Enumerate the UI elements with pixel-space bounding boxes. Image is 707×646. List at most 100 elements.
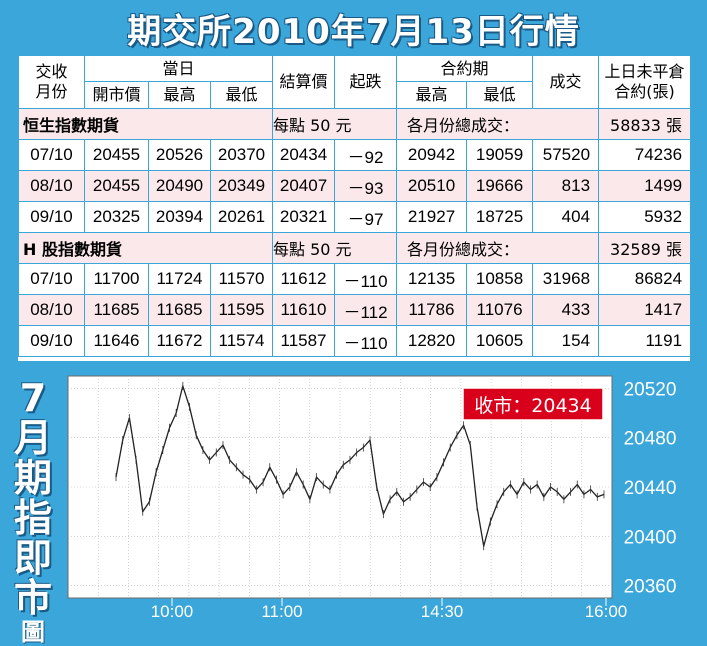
chart-series bbox=[115, 381, 605, 551]
x-tick-label: 16:00 bbox=[585, 602, 628, 621]
header-change: 起跌 bbox=[334, 55, 398, 109]
cell-open: 20455 bbox=[84, 170, 149, 202]
y-tick-label: 20440 bbox=[624, 478, 677, 499]
cell-cp-high: 12820 bbox=[396, 325, 468, 357]
side-label-char: 指 bbox=[13, 496, 52, 540]
close-label: 收市：20434 bbox=[474, 395, 591, 417]
intraday-chart: 20520 20480 20440 20400 20360 10:00 11:00 14:3… bbox=[67, 375, 677, 621]
page-title: 期交所2010年7月13日行情 bbox=[127, 12, 580, 52]
y-axis-ticks: 20520 20480 20440 20400 20360 bbox=[624, 379, 677, 597]
cell-settle: 20407 bbox=[272, 170, 336, 202]
cell-high: 20394 bbox=[148, 201, 211, 233]
side-label-month-number: 7 bbox=[19, 376, 47, 420]
table-row: 08/10 11685 11685 11595 11610 －112 11786… bbox=[18, 294, 692, 326]
header-open: 開市價 bbox=[84, 81, 149, 109]
title-banner: 期交所2010年7月13日行情 bbox=[0, 0, 707, 52]
futures-table: 交收 月份 當日 結算價 起跌 合約期 成交 上日未平倉 合約(張) 開市價 最高 … bbox=[17, 55, 692, 357]
cell-open-interest: 1191 bbox=[598, 325, 692, 357]
cell-cp-high: 12135 bbox=[396, 263, 468, 295]
cell-cp-low: 11076 bbox=[466, 294, 534, 326]
cell-month: 09/10 bbox=[18, 201, 85, 233]
cell-change: －110 bbox=[334, 325, 398, 357]
cell-high: 20490 bbox=[148, 170, 211, 202]
header-contract-period: 合約期 bbox=[396, 55, 534, 82]
cell-volume: 31968 bbox=[532, 263, 600, 295]
cell-change: －92 bbox=[334, 139, 398, 171]
section-total-label: 各月份總成交： bbox=[396, 108, 600, 140]
cell-change: －112 bbox=[334, 294, 398, 326]
section-per-point: 每點 50 元 bbox=[272, 232, 398, 264]
section-name: H 股指數期貨 bbox=[17, 232, 274, 264]
header-cp-high: 最高 bbox=[396, 81, 468, 109]
close-badge-background bbox=[462, 387, 604, 421]
cell-high: 11724 bbox=[148, 263, 211, 295]
header-month: 交收 月份 bbox=[18, 55, 85, 109]
cell-open: 20325 bbox=[84, 201, 149, 233]
cell-open-interest: 1499 bbox=[598, 170, 692, 202]
cell-settle: 20321 bbox=[272, 201, 336, 233]
header-row-1: 交收 月份 當日 結算價 起跌 合約期 成交 上日未平倉 合約(張) bbox=[18, 55, 692, 109]
header-today: 當日 bbox=[83, 55, 274, 82]
x-axis-ticks: 10:00 11:00 14:30 16:00 bbox=[151, 598, 628, 621]
y-tick-label: 20520 bbox=[624, 379, 677, 400]
cell-settle: 11587 bbox=[272, 325, 336, 357]
cell-high: 11685 bbox=[148, 294, 211, 326]
cell-low: 11574 bbox=[209, 325, 274, 357]
cell-change: －97 bbox=[334, 201, 398, 233]
header-low: 最低 bbox=[209, 81, 274, 109]
cell-open-interest: 1417 bbox=[598, 294, 692, 326]
x-tick-label: 11:00 bbox=[261, 602, 302, 621]
futures-table-panel: 交收 月份 當日 結算價 起跌 合約期 成交 上日未平倉 合約(張) 開市價 最高 … bbox=[17, 55, 692, 361]
side-label-char: 即 bbox=[13, 536, 52, 580]
cell-open: 11646 bbox=[84, 325, 149, 357]
cell-settle: 20434 bbox=[272, 139, 336, 171]
cell-low: 11595 bbox=[209, 294, 274, 326]
cell-change: －110 bbox=[334, 263, 398, 295]
cell-month: 07/10 bbox=[18, 139, 85, 171]
cell-volume: 154 bbox=[532, 325, 600, 357]
cell-cp-high: 11786 bbox=[396, 294, 468, 326]
cell-month: 08/10 bbox=[18, 294, 85, 326]
header-settle: 結算價 bbox=[272, 55, 336, 109]
cell-month: 07/10 bbox=[18, 263, 85, 295]
cell-open: 11685 bbox=[84, 294, 149, 326]
cell-high: 11672 bbox=[148, 325, 211, 357]
header-cp-low: 最低 bbox=[466, 81, 534, 109]
y-tick-label: 20400 bbox=[624, 527, 677, 548]
close-badge: 收市：20434 bbox=[462, 387, 604, 421]
cell-low: 20261 bbox=[209, 201, 274, 233]
side-label-char: 期 bbox=[13, 456, 52, 500]
cell-cp-low: 18725 bbox=[466, 201, 534, 233]
header-open-interest: 上日未平倉 合約(張) bbox=[598, 55, 692, 109]
cell-low: 20370 bbox=[209, 139, 274, 171]
cell-cp-high: 21927 bbox=[396, 201, 468, 233]
cell-settle: 11610 bbox=[272, 294, 336, 326]
cell-volume: 57520 bbox=[532, 139, 600, 171]
cell-cp-low: 19059 bbox=[466, 139, 534, 171]
cell-open-interest: 5932 bbox=[598, 201, 692, 233]
header-high: 最高 bbox=[148, 81, 211, 109]
cell-open-interest: 74236 bbox=[598, 139, 692, 171]
cell-open: 20455 bbox=[84, 139, 149, 171]
cell-settle: 11612 bbox=[272, 263, 336, 295]
cell-volume: 813 bbox=[532, 170, 600, 202]
y-tick-label: 20360 bbox=[624, 577, 677, 598]
table-row: 09/10 20325 20394 20261 20321 －97 21927 … bbox=[18, 201, 692, 233]
x-tick-label: 10:00 bbox=[151, 602, 194, 621]
cell-cp-high: 20510 bbox=[396, 170, 468, 202]
cell-low: 20349 bbox=[209, 170, 274, 202]
section-name: 恒生指數期貨 bbox=[17, 108, 274, 140]
cell-open: 11700 bbox=[84, 263, 149, 295]
cell-month: 09/10 bbox=[18, 325, 85, 357]
cell-cp-low: 19666 bbox=[466, 170, 534, 202]
section-total-value: 32589 張 bbox=[598, 232, 692, 264]
x-tick-label: 14:30 bbox=[421, 602, 464, 621]
cell-month: 08/10 bbox=[18, 170, 85, 202]
cell-volume: 433 bbox=[532, 294, 600, 326]
table-row: 09/10 11646 11672 11574 11587 －110 12820… bbox=[18, 325, 692, 357]
section-total-value: 58833 張 bbox=[598, 108, 692, 140]
cell-change: －93 bbox=[334, 170, 398, 202]
cell-low: 11570 bbox=[209, 263, 274, 295]
section-row-hsi: 恒生指數期貨 每點 50 元 各月份總成交： 58833 張 bbox=[17, 108, 692, 140]
price-line bbox=[115, 385, 605, 547]
